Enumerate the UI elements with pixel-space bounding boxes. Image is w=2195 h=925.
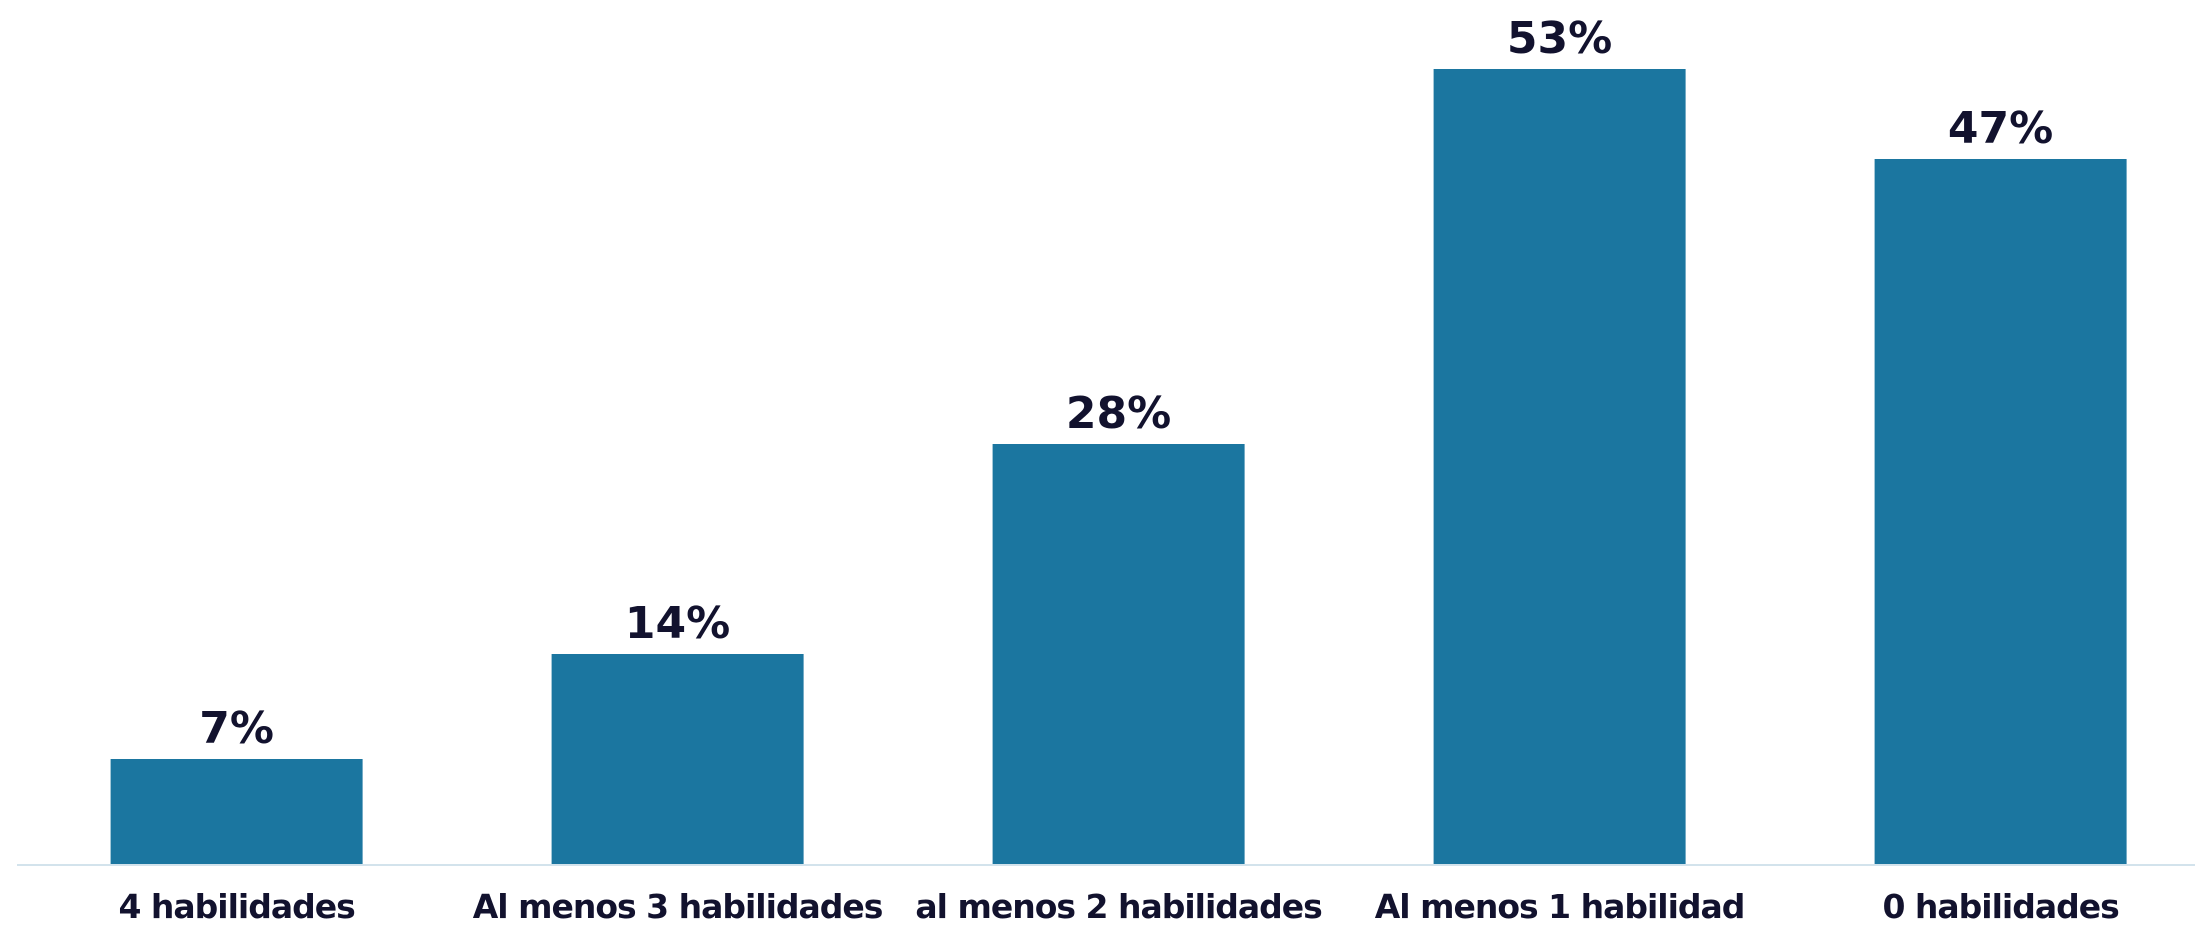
x-tick-label: Al menos 3 habilidades [473,887,883,925]
x-tick-label: 4 habilidades [118,887,355,925]
x-tick-label: 0 habilidades [1882,887,2119,925]
value-label: 7% [199,703,274,754]
value-label: 53% [1507,13,1612,64]
x-tick-label: al menos 2 habilidades [915,887,1322,925]
value-label: 28% [1066,388,1171,439]
bar [551,654,804,864]
value-label: 47% [1948,103,2053,154]
bar [1874,159,2127,864]
bar [1433,69,1686,864]
value-label: 14% [625,598,730,649]
x-tick-label: Al menos 1 habilidad [1375,887,1745,925]
bar [110,759,363,864]
bar [992,444,1245,864]
